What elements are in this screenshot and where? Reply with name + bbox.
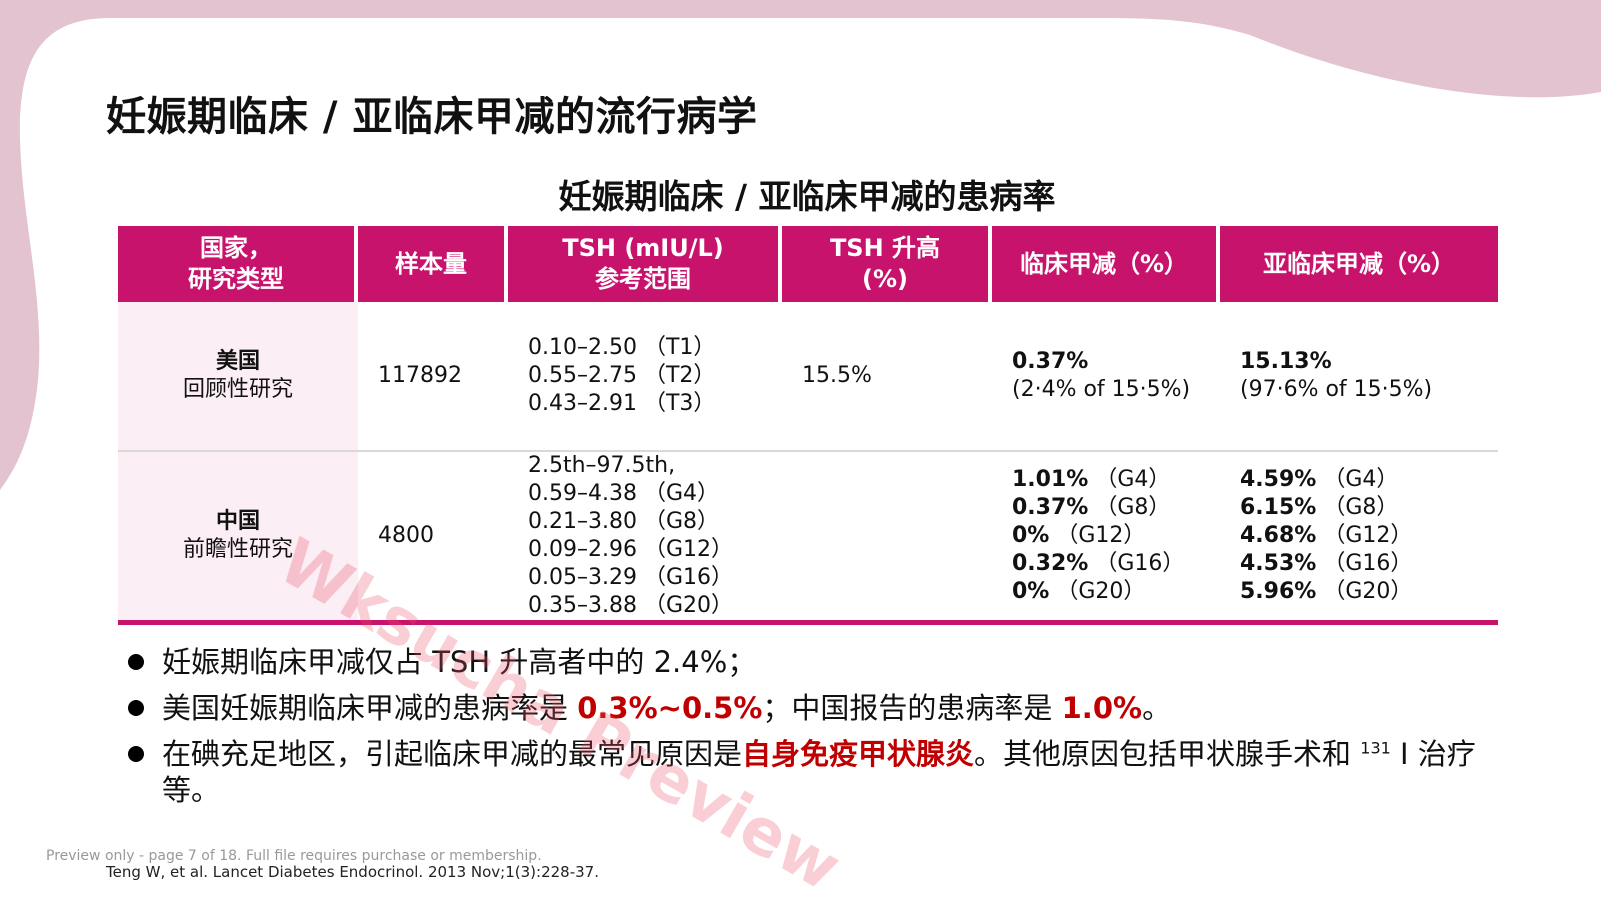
table-row-china: 中国 前瞻性研究 4800 2.5th–97.5th, 0.59–4.38 （G…	[118, 452, 1498, 625]
country-cell: 美国 回顾性研究	[118, 302, 358, 452]
subclinical-value: 4.59%	[1240, 467, 1317, 492]
page-title: 妊娠期临床 / 亚临床甲减的流行病学	[106, 94, 758, 140]
header-sample: 样本量	[358, 226, 508, 302]
clinical-value: 0.32%	[1012, 551, 1089, 576]
tsh-high	[782, 452, 992, 625]
bullet-dot-icon	[128, 654, 144, 670]
subclinical-note: (97·6% of 15·5%)	[1240, 377, 1433, 402]
tsh-range: 0.21–3.80 （G8）	[528, 509, 720, 534]
clinical-note: (2·4% of 15·5%)	[1012, 377, 1191, 402]
sample-size: 117892	[358, 302, 508, 452]
tsh-high: 15.5%	[782, 302, 992, 452]
header-tsh-high: TSH 升高 (%)	[782, 226, 992, 302]
subclinical-value: 15.13%	[1240, 349, 1332, 374]
subclinical-value: 4.68%	[1240, 523, 1317, 548]
subclinical-cell: 4.59% （G4） 6.15% （G8） 4.68% （G12） 4.53% …	[1220, 452, 1498, 625]
header-clinical: 临床甲减（%）	[992, 226, 1220, 302]
bullet-list: 妊娠期临床甲减仅占 TSH 升高者中的 2.4%； 美国妊娠期临床甲减的患病率是…	[120, 644, 1500, 818]
isotope-superscript: 131	[1360, 738, 1391, 758]
subclinical-note: （G8）	[1323, 495, 1399, 520]
bullet-dot-icon	[128, 700, 144, 716]
highlight-text: 1.0%	[1061, 691, 1143, 725]
table-row-usa: 美国 回顾性研究 117892 0.10–2.50 （T1） 0.55–2.75…	[118, 302, 1498, 452]
tsh-range: 0.55–2.75 （T2）	[528, 363, 716, 388]
tsh-range: 0.43–2.91 （T3）	[528, 391, 716, 416]
tsh-range: 0.09–2.96 （G12）	[528, 537, 734, 562]
subclinical-note: （G16）	[1323, 551, 1413, 576]
clinical-note: （G12）	[1056, 523, 1146, 548]
tsh-range: 0.35–3.88 （G20）	[528, 593, 734, 618]
bullet-item: 妊娠期临床甲减仅占 TSH 升高者中的 2.4%；	[120, 644, 1500, 680]
table-header-row: 国家， 研究类型 样本量 TSH (mIU/L) 参考范围 TSH 升高 (%)…	[118, 226, 1498, 302]
header-tsh-range: TSH (mIU/L) 参考范围	[508, 226, 782, 302]
tsh-range: 0.05–3.29 （G16）	[528, 565, 734, 590]
subclinical-value: 5.96%	[1240, 579, 1317, 604]
clinical-cell: 1.01% （G4） 0.37% （G8） 0% （G12） 0.32% （G1…	[992, 452, 1220, 625]
country-name: 美国	[215, 349, 260, 374]
bullet-item: 在碘充足地区，引起临床甲减的最常见原因是自身免疫甲状腺炎。其他原因包括甲状腺手术…	[120, 736, 1500, 808]
clinical-note: （G8）	[1095, 495, 1171, 520]
study-type: 前瞻性研究	[182, 537, 293, 562]
country-cell: 中国 前瞻性研究	[118, 452, 358, 625]
subclinical-value: 4.53%	[1240, 551, 1317, 576]
country-name: 中国	[215, 509, 260, 534]
clinical-note: （G4）	[1095, 467, 1171, 492]
clinical-value: 1.01%	[1012, 467, 1089, 492]
subclinical-note: （G20）	[1323, 579, 1413, 604]
preview-note: Preview only - page 7 of 18. Full file r…	[46, 848, 542, 864]
highlight-text: 自身免疫甲状腺炎	[742, 737, 975, 771]
header-country: 国家， 研究类型	[118, 226, 358, 302]
clinical-note: （G16）	[1095, 551, 1185, 576]
header-subclinical: 亚临床甲减（%）	[1220, 226, 1498, 302]
sample-size: 4800	[358, 452, 508, 625]
clinical-value: 0%	[1012, 579, 1050, 604]
reference-citation: Teng W, et al. Lancet Diabetes Endocrino…	[106, 863, 599, 881]
study-type: 回顾性研究	[182, 377, 293, 402]
prevalence-table: 国家， 研究类型 样本量 TSH (mIU/L) 参考范围 TSH 升高 (%)…	[118, 226, 1498, 625]
table-title: 妊娠期临床 / 亚临床甲减的患病率	[558, 177, 1056, 216]
tsh-range: 0.10–2.50 （T1）	[528, 335, 716, 360]
tsh-range: 2.5th–97.5th,	[528, 453, 676, 478]
subclinical-value: 6.15%	[1240, 495, 1317, 520]
highlight-text: 0.3%~0.5%	[577, 691, 763, 725]
tsh-range-cell: 2.5th–97.5th, 0.59–4.38 （G4） 0.21–3.80 （…	[508, 452, 782, 625]
clinical-value: 0.37%	[1012, 495, 1089, 520]
subclinical-note: （G4）	[1323, 467, 1399, 492]
clinical-note: （G20）	[1056, 579, 1146, 604]
bullet-dot-icon	[128, 746, 144, 762]
subclinical-cell: 15.13% (97·6% of 15·5%)	[1220, 302, 1498, 452]
bullet-item: 美国妊娠期临床甲减的患病率是 0.3%~0.5%；中国报告的患病率是 1.0%。	[120, 690, 1500, 726]
clinical-value: 0%	[1012, 523, 1050, 548]
tsh-range: 0.59–4.38 （G4）	[528, 481, 720, 506]
clinical-value: 0.37%	[1012, 349, 1089, 374]
subclinical-note: （G12）	[1323, 523, 1413, 548]
tsh-range-cell: 0.10–2.50 （T1） 0.55–2.75 （T2） 0.43–2.91 …	[508, 302, 782, 452]
clinical-cell: 0.37% (2·4% of 15·5%)	[992, 302, 1220, 452]
